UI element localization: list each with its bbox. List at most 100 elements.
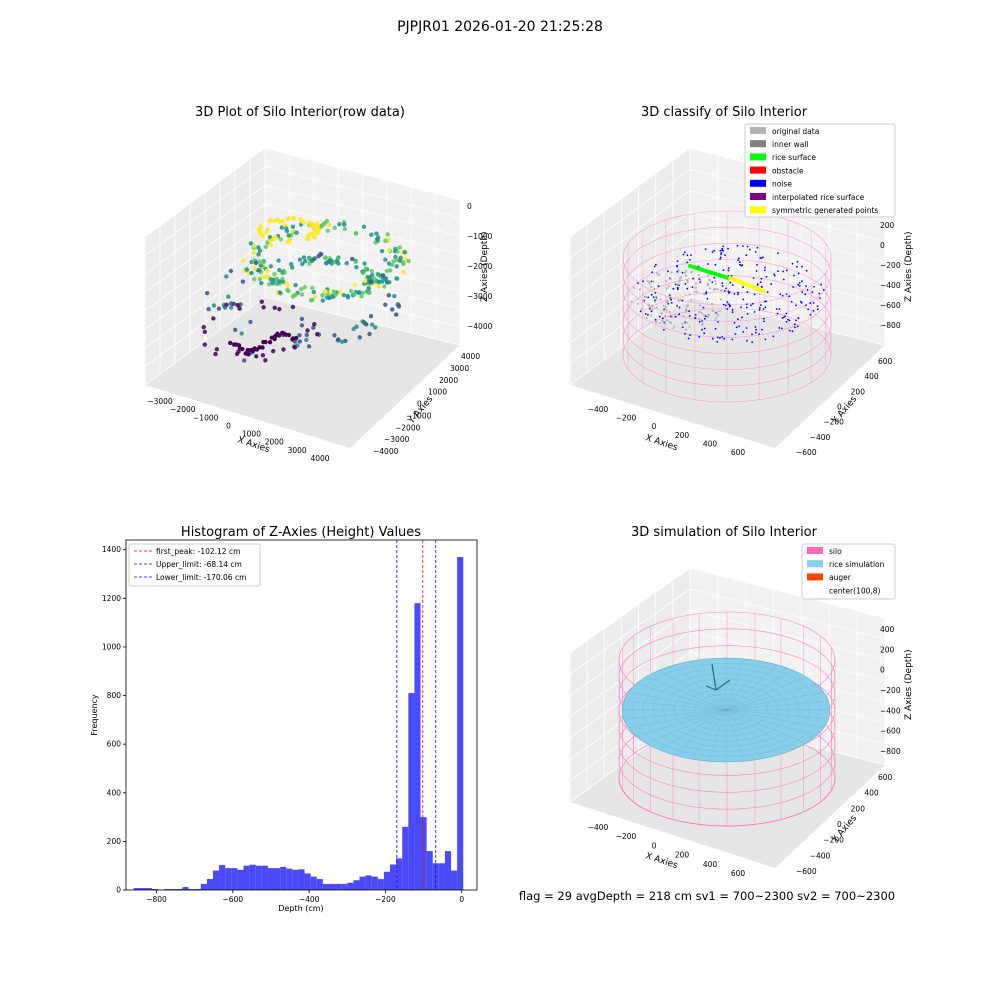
cls-x-tick-0: −400 [588, 405, 609, 414]
raw-y-ticks: −4000 −3000 −2000 −1000 0 1000 2000 3000 4000 [373, 352, 480, 456]
noise-point [649, 307, 651, 310]
original-point [652, 280, 655, 283]
raw-point [259, 299, 264, 304]
original-point [664, 306, 667, 309]
raw-point [201, 324, 206, 330]
raw-point [304, 332, 309, 338]
hist-bar-52 [451, 870, 458, 890]
noise-point [670, 302, 673, 304]
raw-point [277, 290, 283, 295]
sim-legend-label-1: rice simulation [829, 560, 885, 569]
noise-point [730, 275, 733, 277]
sim-z-ticks: 400 200 0 −200 −400 −600 −800 [880, 625, 901, 756]
noise-point [796, 260, 799, 263]
noise-point [654, 299, 656, 302]
noise-point [795, 319, 797, 322]
raw-point [241, 258, 246, 263]
noise-point [813, 285, 815, 288]
noise-point [746, 291, 749, 293]
raw-point [373, 240, 378, 245]
noise-point [723, 337, 726, 340]
hist-bar-0 [133, 888, 140, 890]
noise-point [702, 306, 705, 309]
sim-z-tick-0: 400 [880, 625, 895, 634]
noise-point [735, 326, 738, 329]
classify-points [630, 244, 825, 344]
raw-point [312, 235, 317, 240]
original-point [633, 286, 636, 289]
noise-point [776, 312, 779, 315]
hist-y-ticks: 0 200 400 600 800 1000 1200 1400 [102, 545, 126, 895]
hist-bar-2 [145, 888, 152, 890]
noise-point [777, 270, 779, 273]
original-point [662, 304, 665, 307]
raw-point [299, 323, 305, 328]
raw-point [332, 225, 337, 230]
noise-point [759, 307, 761, 309]
original-point [655, 297, 658, 300]
noise-point [820, 283, 823, 286]
sim-x-tick-3: 200 [675, 851, 690, 860]
raw-point [327, 295, 332, 301]
original-point [701, 322, 704, 325]
original-point [637, 302, 640, 305]
raw-point [291, 216, 296, 221]
noise-point [711, 251, 714, 253]
raw-point [284, 226, 289, 231]
raw-point [211, 316, 216, 321]
raw-point [381, 273, 386, 278]
sim-z-tick-5: −600 [880, 727, 901, 736]
noise-point [637, 282, 639, 284]
original-point [688, 325, 691, 328]
original-point [671, 316, 674, 319]
noise-point [772, 335, 775, 338]
noise-point [812, 302, 815, 304]
noise-point [763, 320, 765, 323]
hist-bar-16 [231, 868, 238, 891]
original-point [638, 288, 642, 291]
noise-point [785, 312, 788, 315]
noise-point [721, 282, 724, 285]
raw-x-tick-4: 1000 [242, 430, 261, 439]
noise-point [727, 267, 730, 270]
raw-x-tick-2: −1000 [193, 413, 219, 422]
noise-point [729, 281, 732, 284]
hist-bars [133, 557, 464, 891]
raw-point [202, 329, 207, 334]
hist-y-tick-0: 0 [116, 886, 121, 895]
noise-point [714, 263, 717, 266]
hist-bar-21 [261, 865, 268, 890]
classify-legend-swatch-1 [750, 140, 766, 148]
original-point [645, 317, 648, 320]
raw-point [388, 268, 393, 273]
raw-point [258, 224, 264, 229]
original-point [703, 293, 706, 296]
cls-y-tick-4: 200 [851, 387, 866, 396]
hist-y-label: Frequency [90, 694, 99, 736]
noise-point [721, 247, 724, 250]
hist-bar-29 [310, 876, 317, 890]
original-point [706, 316, 709, 319]
raw-point [228, 268, 234, 274]
raw-point [272, 305, 277, 310]
noise-point [724, 304, 727, 307]
original-point [695, 290, 699, 293]
classify-y-ticks: −600 −400 −200 0 200 400 600 [796, 357, 893, 457]
hist-bar-3 [151, 889, 159, 890]
noise-point [701, 328, 703, 331]
hist-bar-32 [328, 883, 336, 890]
cls-y-tick-3: 0 [837, 403, 842, 412]
cls-y-tick-5: 400 [864, 372, 879, 381]
raw-y-tick-7: 3000 [450, 364, 469, 373]
noise-point [754, 331, 757, 334]
noise-point [694, 314, 697, 316]
raw-point [350, 256, 355, 262]
noise-point [728, 291, 731, 294]
noise-point [788, 329, 791, 332]
sim-y-tick-5: 400 [864, 789, 879, 798]
noise-point [759, 304, 762, 306]
symmetric-point [761, 289, 766, 294]
sim-title: 3D simulation of Silo Interior [631, 525, 818, 540]
raw-point [348, 288, 354, 294]
